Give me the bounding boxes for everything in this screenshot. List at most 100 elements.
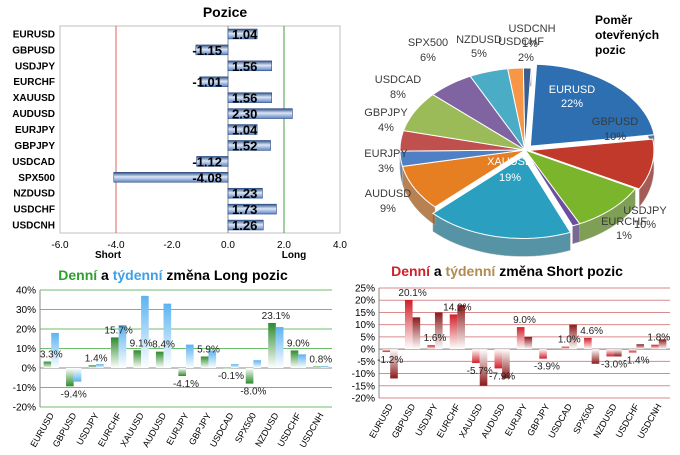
pie-label: EURUSD [549,84,596,96]
pie-label: XAUUSD [487,156,533,168]
bar [199,76,229,87]
title-part: týdenní [113,267,164,283]
pie-label: USDCHF [498,36,544,48]
pie-label: USDCNH [508,23,555,35]
pie-slice-xauusd [431,155,572,240]
category-label: USDCHF [13,205,55,216]
daily-bar [404,299,413,350]
daily-bar [449,314,458,350]
bar [227,219,264,231]
category-label: EURCHF [13,77,55,88]
pie-slice-usdcad [402,94,526,151]
title-part: změna Short pozic [495,263,623,279]
y-tick-label: -20% [13,403,36,414]
pie-slice-eurusd [529,63,655,147]
x-tick-label: -2.0 [163,240,181,251]
y-tick-label: 15% [355,308,375,319]
data-label: 5.9% [197,344,220,355]
daily-bar [584,337,592,350]
daily-bar [43,361,52,368]
weekly-bar [524,336,533,350]
pie-percent-label: 10% [634,219,656,231]
y-tick-label: -10% [13,383,36,394]
title-part: a [97,267,113,283]
x-tick-label: 0.0 [221,240,235,251]
bar [195,44,229,56]
category-label: USDJPY [15,61,55,72]
daily-bar [223,368,231,369]
data-label: -1.2% [377,355,403,366]
data-label: 3.3% [40,350,63,361]
data-label: -1.01 [192,75,222,90]
short-annotation: Short [95,250,122,261]
long-change-bar-chart: Denní a týdenní změna Long pozic 40% 30% 20… [13,267,333,449]
category-label: SPX500 [18,173,55,184]
pie-percent-label: 5% [471,48,487,60]
data-label: 1.56 [232,59,257,74]
weekly-bar [320,366,329,368]
data-label: -7.9% [489,371,515,382]
daily-bar [66,368,74,387]
daily-bar [245,368,254,384]
bar [227,140,271,151]
pie-percent-label: 1% [522,38,538,50]
data-label: 4.6% [580,326,603,337]
data-label: -9.4% [61,389,87,400]
weekly-bar [118,325,127,368]
data-label: -0.1% [218,371,244,382]
data-label: 1.0% [558,335,581,346]
weekly-bar [163,303,172,368]
data-label: -4.1% [173,379,199,390]
chart-title: Denní a týdenní změna Long pozic [58,267,288,283]
pie-slice-usdchf [507,67,526,151]
weekly-bar [412,317,421,350]
daily-bar [155,351,164,368]
data-label: -1.4% [623,356,649,367]
weekly-bar [186,344,194,368]
chart-title: Denní a týdenní změna Short pozic [391,263,623,279]
y-tick-label: 25% [355,284,375,295]
pie-slice-gbpjpy [399,130,526,152]
positions-bar-chart: Pozice EURUSD 1.04 GBPUSD -1.15 USDJPY 1.56 EUR… [12,4,347,261]
data-label: 15.7% [104,325,132,336]
weekly-bar [591,349,600,364]
daily-bar [494,349,503,369]
pie-slice-spx500 [431,75,526,151]
daily-bar [133,350,142,368]
x-tick-label: -6.0 [51,240,69,251]
category-label: NZDUSD [13,189,55,200]
daily-bar [539,349,547,359]
weekly-bar [658,339,667,350]
pie-percent-label: 2% [518,52,534,64]
x-tick-label: -4.0 [107,240,125,251]
data-label: 0.8% [309,354,332,365]
data-label: 9.0% [513,315,536,326]
pie-label: USDCAD [375,74,422,86]
pie-slice-usdcnh [522,67,532,151]
weekly-bar [457,305,465,350]
data-label: 14.2% [443,302,471,313]
pie-label: GBPJPY [364,107,408,119]
pie-slice-audusd [401,149,526,208]
category-label: AUDUSD [12,109,55,120]
bar [113,172,229,183]
weekly-bar [390,349,398,379]
daily-bar [516,327,525,350]
bar [227,92,272,103]
pie-label: AUDUSD [365,188,412,200]
bar [196,156,229,167]
long-annotation: Long [282,250,306,261]
data-label: 1.04 [232,27,258,42]
data-label: 1.26 [232,218,257,233]
pie-slice-nzdusd [469,68,526,151]
pie-label: EURJPY [364,148,408,160]
y-tick-label: 40% [16,286,36,297]
data-label: 1.4% [85,353,108,364]
chart-title: Pozice [203,4,248,20]
weekly-bar [208,350,217,368]
title-part: a [430,263,446,279]
weekly-bar [253,360,262,368]
y-tick-label: 0% [22,364,37,375]
data-label: -3.9% [534,362,560,373]
category-label: EURJPY [15,125,55,136]
